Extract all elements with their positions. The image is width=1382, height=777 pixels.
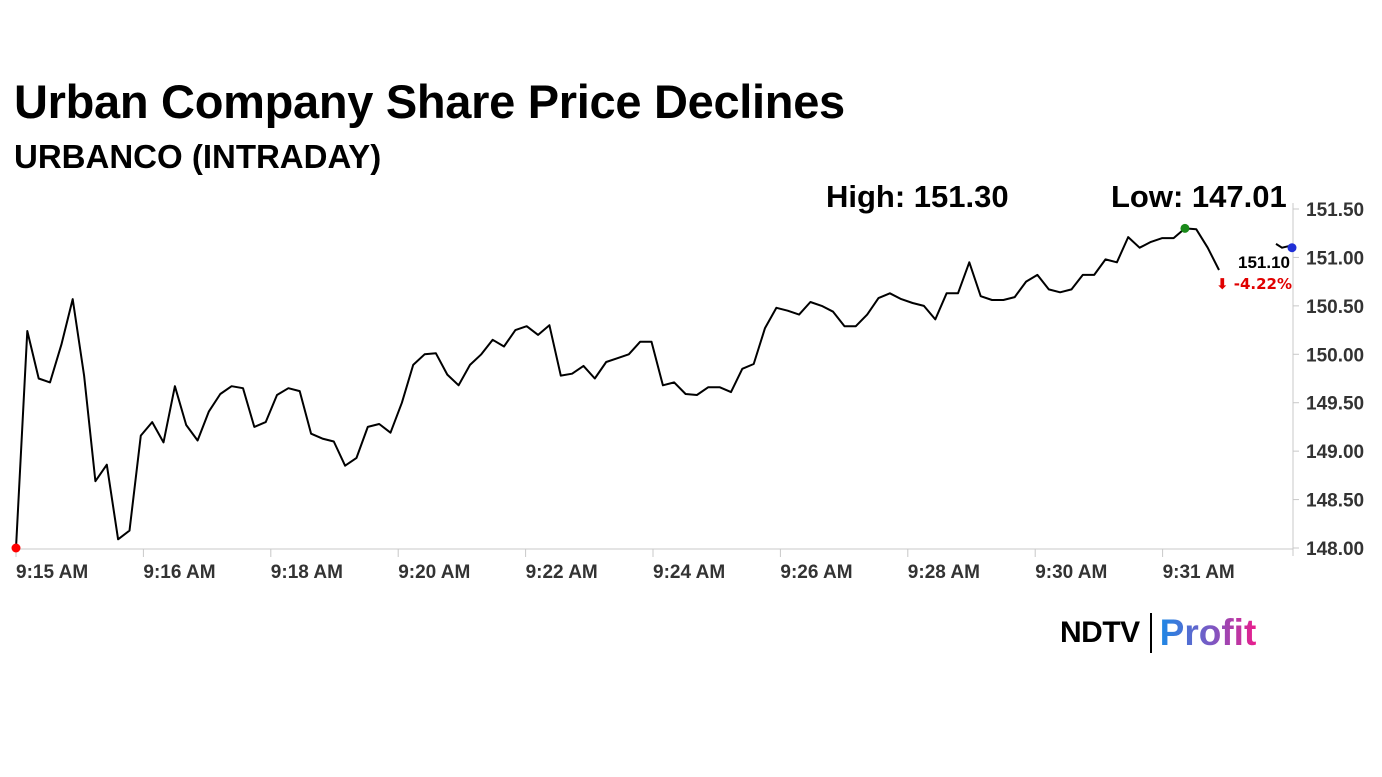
y-tick-label: 149.50 <box>1306 394 1364 415</box>
series-tail-line <box>1275 243 1291 249</box>
x-tick-label: 9:24 AM <box>653 562 725 583</box>
x-tick-label: 9:26 AM <box>780 562 852 583</box>
x-tick-label: 9:18 AM <box>271 562 343 583</box>
brand-divider <box>1149 613 1152 653</box>
y-tick-label: 151.00 <box>1306 248 1364 269</box>
x-tick-label: 9:16 AM <box>143 562 215 583</box>
y-tick-label: 148.00 <box>1306 539 1364 560</box>
brand-ndtv: NDTV <box>1060 616 1140 649</box>
brand-profit: Profit <box>1159 612 1257 653</box>
y-tick-label: 148.50 <box>1306 491 1364 512</box>
ndtv-profit-logo: NDTV Profit <box>1060 612 1256 654</box>
x-tick-label: 9:15 AM <box>16 562 88 583</box>
low-stat: Low: 147.01 <box>1111 179 1287 214</box>
y-tick-label: 149.00 <box>1306 442 1364 463</box>
series-line <box>15 227 1220 549</box>
last-price-label: 151.10 <box>1238 253 1290 272</box>
x-tick-label: 9:22 AM <box>526 562 598 583</box>
x-tick-label: 9:31 AM <box>1163 562 1235 583</box>
x-tick-label: 9:20 AM <box>398 562 470 583</box>
y-tick-label: 150.00 <box>1306 345 1364 366</box>
y-tick-label: 151.50 <box>1306 200 1364 221</box>
start-point-marker <box>11 543 21 553</box>
chart-title: Urban Company Share Price Declines <box>14 75 845 128</box>
high-stat: High: 151.30 <box>826 179 1009 214</box>
x-tick-label: 9:30 AM <box>1035 562 1107 583</box>
price-change-label: ⬇ -4.22% <box>1216 275 1292 293</box>
x-tick-label: 9:28 AM <box>908 562 980 583</box>
y-tick-label: 150.50 <box>1306 297 1364 318</box>
high-point-marker <box>1180 223 1190 233</box>
chart-subtitle: URBANCO (INTRADAY) <box>14 138 382 175</box>
last-point-marker <box>1287 243 1297 253</box>
